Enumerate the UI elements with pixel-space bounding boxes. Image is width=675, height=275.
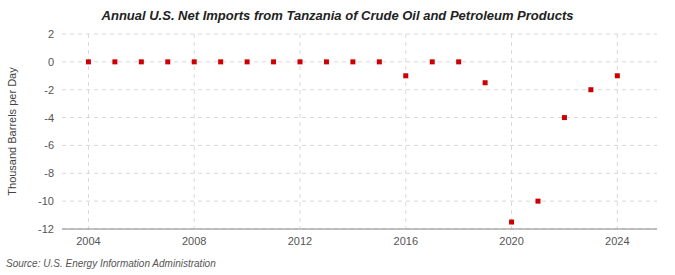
y-grid-line — [62, 201, 657, 202]
x-tick-label: 2008 — [182, 235, 206, 247]
point — [139, 59, 144, 64]
x-axis-line — [62, 229, 657, 230]
point — [192, 59, 197, 64]
point — [430, 59, 435, 64]
point — [165, 59, 170, 64]
x-grid-line — [405, 34, 406, 229]
x-tick-label: 2024 — [605, 235, 629, 247]
y-tick-label: -6 — [44, 139, 54, 151]
y-grid-line — [62, 229, 657, 230]
y-axis-label: Thousand Barrels per Day — [6, 67, 18, 196]
y-tick-label: -8 — [44, 167, 54, 179]
y-grid-line — [62, 61, 657, 62]
y-tick-label: 0 — [48, 56, 54, 68]
plot-area — [62, 34, 657, 229]
x-grid-line — [617, 34, 618, 229]
point — [86, 59, 91, 64]
point — [271, 59, 276, 64]
point — [456, 59, 461, 64]
point — [350, 59, 355, 64]
x-tick-label: 2020 — [499, 235, 523, 247]
point — [403, 73, 408, 78]
source-note: Source: U.S. Energy Information Administ… — [6, 258, 216, 269]
point — [324, 59, 329, 64]
y-tick-label: -10 — [38, 195, 54, 207]
title: Annual U.S. Net Imports from Tanzania of… — [101, 8, 574, 23]
point — [562, 115, 567, 120]
y-tick-label: -2 — [44, 84, 54, 96]
y-grid-line — [62, 34, 657, 35]
chart: 2 0 -2 -4 -6 -8 -10 -12 2004 2008 2012 2016 2020 2024… — [0, 0, 675, 275]
point — [112, 59, 117, 64]
point — [218, 59, 223, 64]
x-tick-label: 2012 — [288, 235, 312, 247]
y-tick-label: 2 — [48, 28, 54, 40]
point — [483, 80, 488, 85]
x-grid-line — [511, 34, 512, 229]
points — [86, 59, 620, 224]
x-tick-label: 2016 — [394, 235, 418, 247]
y-grid-line — [62, 173, 657, 174]
y-tick-label: -4 — [44, 112, 54, 124]
point — [298, 59, 303, 64]
point — [588, 87, 593, 92]
y-grid-line — [62, 89, 657, 90]
point — [615, 73, 620, 78]
y-tick-label: -12 — [38, 223, 54, 235]
point — [536, 199, 541, 204]
y-grid-line — [62, 145, 657, 146]
point — [509, 220, 514, 225]
point — [245, 59, 250, 64]
point — [377, 59, 382, 64]
grid — [62, 34, 657, 229]
x-tick-label: 2004 — [76, 235, 100, 247]
y-grid-line — [62, 117, 657, 118]
